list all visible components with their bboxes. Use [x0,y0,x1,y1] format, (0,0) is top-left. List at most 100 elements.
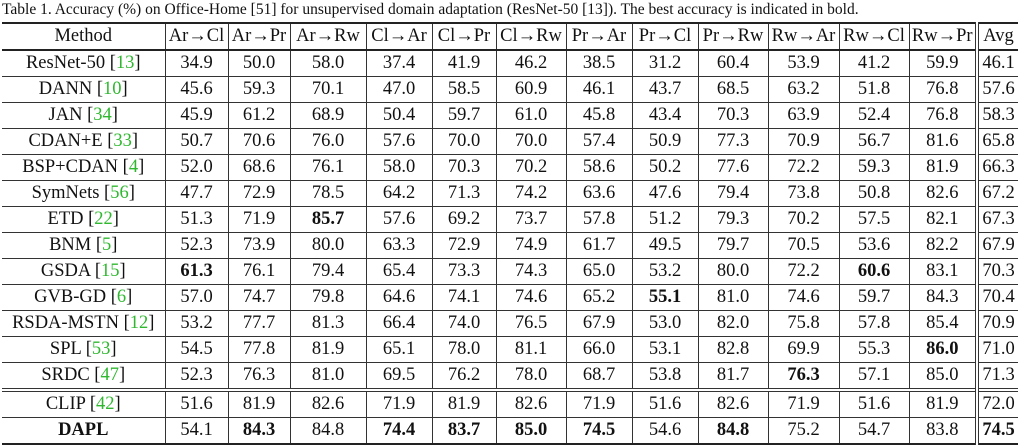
value-cell: 82.0 [698,310,769,337]
header-cell: Cl→Pr [432,23,497,51]
value-cell: 53.0 [632,310,699,337]
value-cell: 52.3 [165,232,229,259]
value-cell: 64.2 [366,180,433,207]
method-text: ETD [ [47,209,95,229]
value-cell: 82.6 [290,388,367,418]
value-cell: 70.5 [768,232,840,259]
value-cell: 76.1 [228,258,291,285]
header-cell: Rw→Ar [768,23,840,51]
value-cell: 70.3 [432,154,497,181]
header-cell: Cl→Rw [496,23,567,51]
method-text: ] [138,157,145,177]
value-cell: 59.3 [228,76,291,103]
value-cell: 57.1 [839,362,910,391]
value-cell: 82.6 [496,388,567,418]
value-cell: 80.0 [698,258,769,285]
value-cell: 82.2 [909,232,979,259]
value-cell: 53.1 [632,336,699,363]
value-cell: 63.2 [768,76,840,103]
value-cell: 79.8 [290,284,367,311]
method-text: ] [128,183,135,203]
value-cell: 54.5 [165,336,229,363]
value-cell: 57.5 [839,206,910,233]
value-cell: 82.8 [698,336,769,363]
method-text: ] [119,261,126,281]
value-cell: 54.7 [839,417,910,445]
citation: 56 [110,183,129,203]
citation: 12 [129,313,149,333]
value-cell: 63.9 [768,102,840,129]
value-cell: 58.0 [366,154,433,181]
value-cell: 60.6 [839,258,910,285]
value-cell: 74.5 [566,417,633,445]
table-row: DAPL 54.1 84.3 84.8 74.4 83.7 85.0 74.5 54.6 84.8… [2,417,1018,445]
value-cell: 51.6 [839,388,910,418]
method-cell: CLIP [42] [2,388,166,418]
method-cell: GVB-GD [6] [2,284,166,311]
value-cell: 59.7 [432,102,497,129]
value-cell: 70.2 [496,154,567,181]
value-cell: 63.3 [366,232,433,259]
value-cell: 64.6 [366,284,433,311]
value-cell: 81.7 [698,362,769,391]
value-cell: 76.1 [290,154,367,181]
value-cell: 71.0 [977,336,1018,363]
header-row: Method Ar→Cl Ar→Pr Ar→Rw Cl→Ar Cl→Pr Cl→Rw Pr→A… [2,23,1018,51]
value-cell: 81.6 [909,128,979,155]
value-cell: 72.2 [768,258,840,285]
value-cell: 73.8 [768,180,840,207]
citation: 15 [100,261,120,281]
value-cell: 72.0 [977,388,1018,418]
value-cell: 52.0 [165,154,229,181]
value-cell: 41.2 [839,50,910,77]
value-cell: 79.4 [698,180,769,207]
header-cell: Pr→Rw [698,23,769,51]
value-cell: 71.9 [366,388,433,418]
citation: 53 [91,339,111,359]
method-text: ] [118,365,126,385]
method-text: JAN [ [48,105,94,125]
citation: 10 [103,79,122,99]
value-cell: 82.6 [909,180,979,207]
value-cell: 51.3 [165,206,229,233]
method-text: ] [111,105,118,125]
value-cell: 70.0 [432,128,497,155]
value-cell: 57.8 [839,310,910,337]
method-cell: DANN [10] [2,76,166,103]
value-cell: 76.8 [909,76,979,103]
value-cell: 81.1 [496,336,567,363]
value-cell: 74.6 [768,284,840,311]
value-cell: 65.0 [566,258,633,285]
method-text: ] [134,53,141,73]
method-cell: RSDA-MSTN [12] [2,310,166,337]
table-row: SymNets [56] 47.7 72.9 78.5 64.2 71.3 74.2 63.6… [2,180,1018,207]
value-cell: 57.6 [366,128,433,155]
value-cell: 70.3 [698,102,769,129]
value-cell: 74.6 [496,284,567,311]
results-table: Method Ar→Cl Ar→Pr Ar→Rw Cl→Ar Cl→Pr Cl→Rw Pr→A… [2,22,1018,445]
header-cell: Avg [977,23,1018,51]
header-cell: Pr→Cl [632,23,699,51]
value-cell: 83.1 [909,258,979,285]
value-cell: 81.0 [290,362,367,391]
citation: 42 [96,394,115,414]
citation: 22 [94,209,113,229]
value-cell: 65.1 [366,336,433,363]
value-cell: 70.9 [977,310,1018,337]
value-cell: 74.0 [432,310,497,337]
value-cell: 85.0 [909,362,979,391]
value-cell: 57.6 [366,206,433,233]
value-cell: 65.4 [366,258,433,285]
value-cell: 71.3 [432,180,497,207]
value-cell: 55.3 [839,336,910,363]
table-row: BSP+CDAN [4] 52.0 68.6 76.1 58.0 70.3 70.2 58.6… [2,154,1018,181]
value-cell: 70.2 [768,206,840,233]
value-cell: 63.6 [566,180,633,207]
table-row: SRDC [47] 52.3 76.3 81.0 69.5 76.2 78.0 68.7 53.… [2,362,1018,391]
value-cell: 67.3 [977,206,1018,233]
header-cell: Rw→Cl [839,23,910,51]
value-cell: 41.9 [432,50,497,77]
method-text: BSP+CDAN [ [22,157,129,177]
value-cell: 85.4 [909,310,979,337]
